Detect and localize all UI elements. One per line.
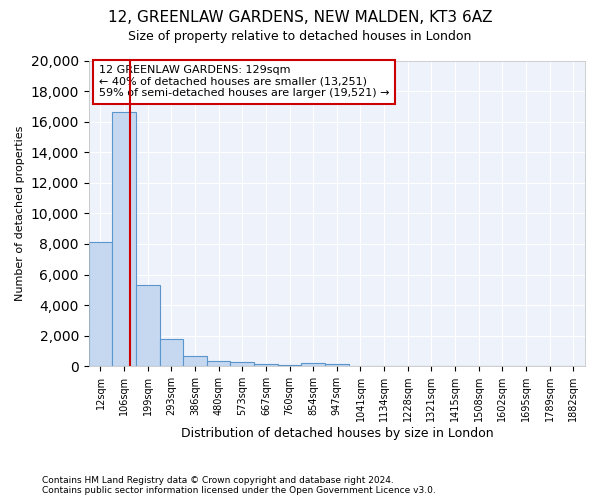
Bar (278, 364, 301, 366)
Bar (136, 285, 160, 366)
Bar (160, 338, 183, 366)
Text: Size of property relative to detached houses in London: Size of property relative to detached ho… (128, 30, 472, 43)
Bar (301, 364, 325, 366)
Bar (325, 364, 349, 366)
Y-axis label: Number of detached properties: Number of detached properties (15, 126, 25, 301)
Bar (112, 112, 136, 366)
Bar (230, 362, 254, 366)
Bar (89, 242, 112, 366)
Text: 12, GREENLAW GARDENS, NEW MALDEN, KT3 6AZ: 12, GREENLAW GARDENS, NEW MALDEN, KT3 6A… (108, 10, 492, 25)
X-axis label: Distribution of detached houses by size in London: Distribution of detached houses by size … (181, 427, 493, 440)
Text: 12 GREENLAW GARDENS: 129sqm
← 40% of detached houses are smaller (13,251)
59% of: 12 GREENLAW GARDENS: 129sqm ← 40% of det… (98, 65, 389, 98)
Bar (183, 356, 207, 366)
Bar (207, 361, 230, 366)
Bar (254, 364, 278, 366)
Text: Contains HM Land Registry data © Crown copyright and database right 2024.
Contai: Contains HM Land Registry data © Crown c… (42, 476, 436, 495)
